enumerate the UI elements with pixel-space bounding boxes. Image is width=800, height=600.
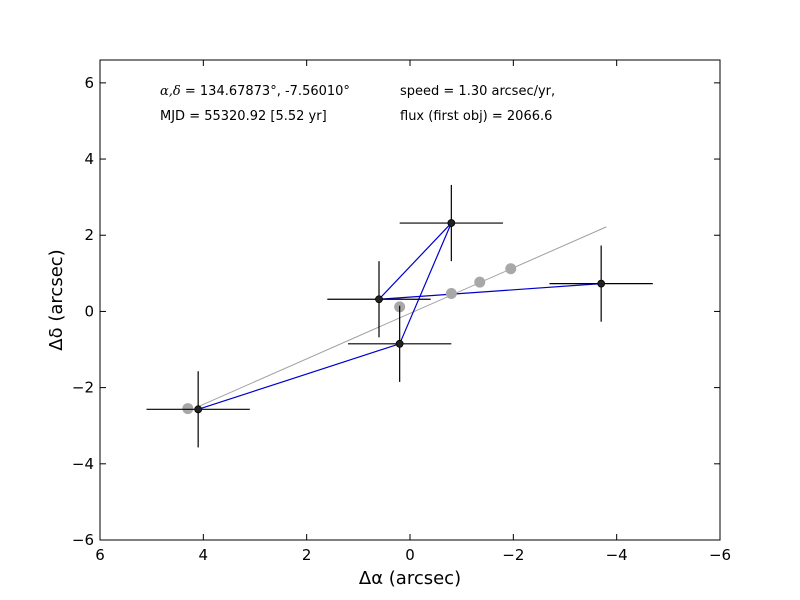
observed-point [447,219,456,227]
predicted-point [445,288,457,300]
flux-annotation: flux (first obj) = 2066.6 [400,109,552,124]
y-axis-label: Δδ (arcsec) [46,249,67,350]
y-tick-label: −4 [72,455,94,473]
predicted-point [505,263,517,275]
x-tick-label: 6 [95,546,105,564]
x-tick-label: −4 [606,546,628,564]
x-tick-label: −2 [502,546,524,564]
speed-annotation: speed = 1.30 arcsec/yr, [400,84,555,99]
y-tick-label: −2 [72,379,94,397]
y-tick-label: 0 [84,302,94,320]
predicted-point [182,403,194,415]
plot-area [146,184,653,448]
y-tick-label: −6 [72,531,94,549]
coords-symbol: α,δ [160,84,181,99]
y-tick-label: 6 [84,74,94,92]
x-axis-label: Δα (arcsec) [359,568,461,589]
x-tick-label: 2 [302,546,312,564]
predicted-point [474,276,486,288]
mjd-annotation: MJD = 55320.92 [5.52 yr] [160,109,327,124]
observed-point [194,405,203,414]
plot-frame [99,59,721,541]
axis-ticks: 6 4 2 0 −2 −4 −6 −6 −4 −2 0 2 4 6 [72,60,731,564]
fit-line [197,226,607,408]
observed-point [597,279,606,288]
observed-point [395,339,404,348]
x-tick-label: −6 [709,546,731,564]
coords-value: = 134.67873°, -7.56010° [181,84,350,99]
observed-point [375,295,383,304]
y-tick-label: 4 [84,150,94,168]
y-tick-label: 2 [84,226,94,244]
coords-annotation: α,δ = 134.67873°, -7.56010° [160,84,350,99]
x-tick-label: 4 [199,546,209,564]
x-tick-label: 0 [405,546,415,564]
